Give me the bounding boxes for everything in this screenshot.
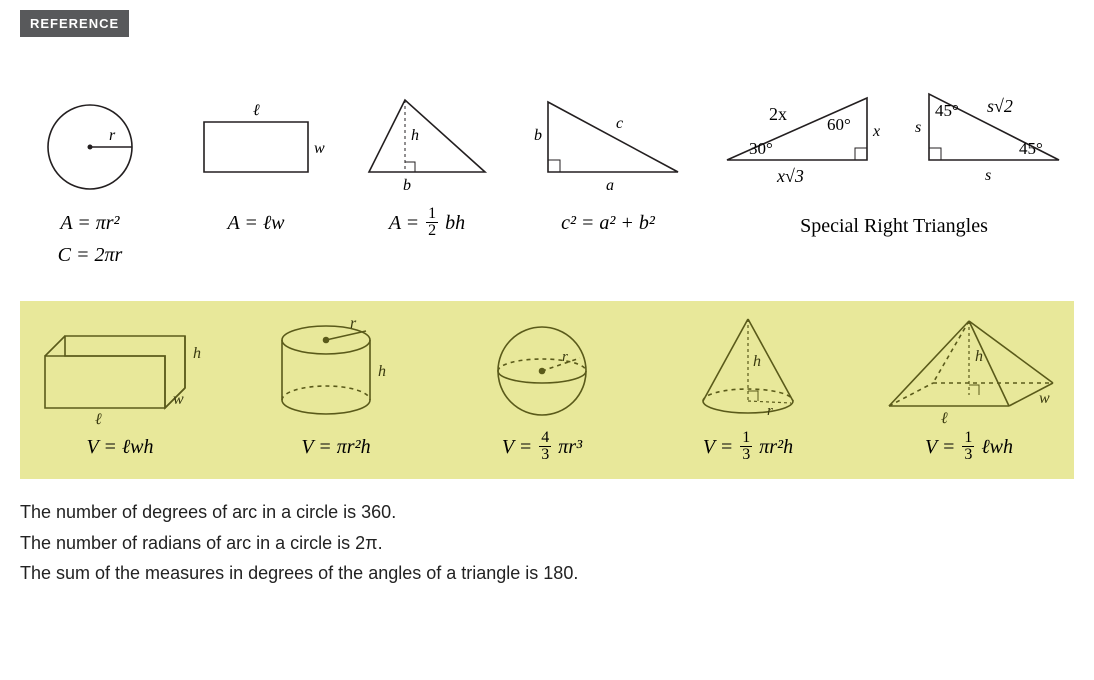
shapes-row-3d: h w ℓ V = ℓwh <box>20 301 1074 479</box>
cell-circle: r A = πr² C = 2πr <box>20 77 160 271</box>
circle-formula: A = πr² C = 2πr <box>58 207 123 271</box>
svg-text:h: h <box>411 127 419 144</box>
triangle-formula: A = 12 bh <box>389 207 465 241</box>
svg-text:2x: 2x <box>769 104 787 124</box>
cell-box: h w ℓ V = ℓwh <box>20 311 220 463</box>
triangle-45-45-90: 45° s√2 s 45° s <box>909 77 1079 207</box>
pyramid-formula: V = 13 ℓwh <box>925 431 1013 465</box>
facts: The number of degrees of arc in a circle… <box>20 497 1074 589</box>
svg-text:30°: 30° <box>749 139 773 158</box>
svg-text:ℓ: ℓ <box>253 102 260 119</box>
cone-figure: h r <box>673 311 823 431</box>
cylinder-formula: V = πr²h <box>301 431 370 463</box>
svg-text:s√2: s√2 <box>987 96 1013 116</box>
triangle-figure: h b <box>357 77 497 207</box>
shapes-row-2d: r A = πr² C = 2πr ℓ w A = ℓw <box>20 67 1074 281</box>
circle-label-r: r <box>109 127 116 144</box>
rectangle-formula: A = ℓw <box>227 207 284 239</box>
svg-text:c: c <box>616 115 623 132</box>
reference-sheet: REFERENCE r A = πr² C = 2πr <box>0 0 1094 609</box>
svg-text:x: x <box>872 123 880 140</box>
svg-text:b: b <box>403 177 411 194</box>
cell-sphere: r V = 43 πr³ <box>452 311 632 465</box>
pyramid-figure: h w ℓ <box>869 311 1069 431</box>
svg-text:h: h <box>753 353 761 370</box>
svg-text:r: r <box>350 316 357 332</box>
svg-text:x√3: x√3 <box>776 166 804 186</box>
cell-right-triangle: b c a c² = a² + b² <box>523 77 693 239</box>
cylinder-figure: r h <box>256 311 416 431</box>
rectangle-figure: ℓ w <box>186 77 326 207</box>
reference-badge: REFERENCE <box>20 10 129 37</box>
svg-text:r: r <box>767 403 773 419</box>
svg-text:s: s <box>915 119 921 136</box>
sphere-formula: V = 43 πr³ <box>502 431 582 465</box>
circle-figure: r <box>35 77 145 207</box>
svg-text:45°: 45° <box>1019 139 1043 158</box>
cell-cylinder: r h V = πr²h <box>246 311 426 463</box>
svg-text:r: r <box>562 349 568 365</box>
svg-text:b: b <box>534 127 542 144</box>
svg-text:w: w <box>1039 390 1050 407</box>
cell-rectangle: ℓ w A = ℓw <box>181 77 331 239</box>
circle-formula-A: A = πr² <box>60 212 119 234</box>
svg-text:a: a <box>606 177 614 194</box>
sphere-figure: r <box>472 311 612 431</box>
svg-text:45°: 45° <box>935 101 959 120</box>
triangle-frac: 12 <box>426 206 438 239</box>
cell-pyramid: h w ℓ V = 13 ℓwh <box>864 311 1074 465</box>
cone-formula: V = 13 πr²h <box>703 431 793 465</box>
fact-radians: The number of radians of arc in a circle… <box>20 528 1074 559</box>
svg-text:ℓ: ℓ <box>95 411 102 426</box>
special-right-triangles: 2x 60° x 30° x√3 45° s√2 s 45 <box>714 77 1074 238</box>
special-triangles-title: Special Right Triangles <box>800 215 988 238</box>
box-figure: h w ℓ <box>25 311 215 431</box>
box-formula: V = ℓwh <box>86 431 153 463</box>
svg-text:h: h <box>975 348 983 365</box>
svg-text:h: h <box>378 363 386 380</box>
cell-cone: h r V = 13 πr²h <box>658 311 838 465</box>
pythagorean-formula: c² = a² + b² <box>561 207 655 239</box>
svg-text:w: w <box>173 391 184 408</box>
fact-degrees: The number of degrees of arc in a circle… <box>20 497 1074 528</box>
svg-text:60°: 60° <box>827 115 851 134</box>
svg-text:h: h <box>193 345 201 362</box>
triangle-30-60-90: 2x 60° x 30° x√3 <box>709 77 889 207</box>
cell-triangle: h b A = 12 bh <box>352 77 502 241</box>
circle-formula-C: C = 2πr <box>58 244 123 266</box>
svg-text:w: w <box>314 140 325 157</box>
fact-triangle-sum: The sum of the measures in degrees of th… <box>20 558 1074 589</box>
right-triangle-figure: b c a <box>528 77 688 207</box>
svg-text:ℓ: ℓ <box>941 410 948 427</box>
svg-text:s: s <box>985 167 991 184</box>
